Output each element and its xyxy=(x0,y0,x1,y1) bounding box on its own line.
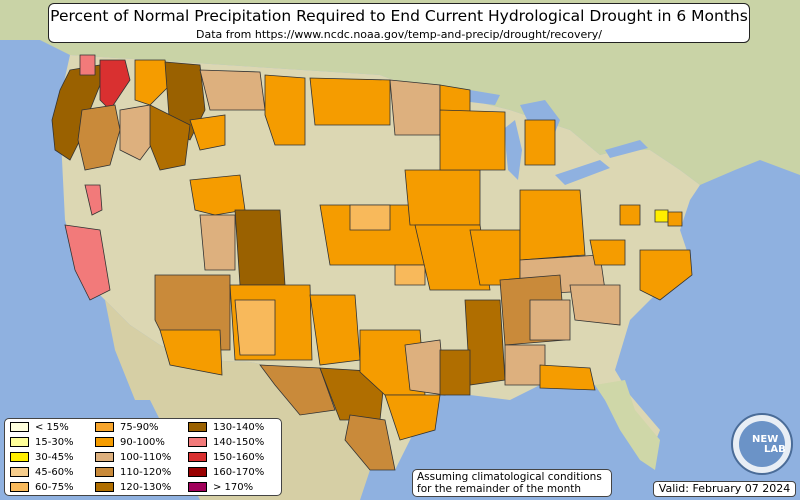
legend-item: 45-60% xyxy=(10,467,74,479)
legend-label: 15-30% xyxy=(35,437,74,448)
legend-swatch xyxy=(188,422,207,432)
legend-label: 140-150% xyxy=(213,437,265,448)
legend: < 15% 15-30% 30-45% 45-60% 60-75% 75-90% 90-10… xyxy=(4,418,282,496)
legend-label: 100-110% xyxy=(120,452,172,463)
legend-item: 75-90% xyxy=(95,422,159,434)
title-box: Percent of Normal Precipitation Required… xyxy=(48,3,750,43)
legend-label: 120-130% xyxy=(120,482,172,493)
legend-swatch xyxy=(95,422,114,432)
legend-item: < 15% xyxy=(10,422,69,434)
note-line-2: for the remainder of the month xyxy=(417,483,582,495)
legend-swatch xyxy=(188,467,207,477)
legend-label: 75-90% xyxy=(120,422,159,433)
legend-item: 120-130% xyxy=(95,482,171,494)
legend-label: 110-120% xyxy=(120,467,172,478)
legend-swatch xyxy=(95,482,114,492)
legend-label: 30-45% xyxy=(35,452,74,463)
legend-label: 90-100% xyxy=(120,437,165,448)
map-subtitle: Data from https://www.ncdc.noaa.gov/temp… xyxy=(196,28,602,41)
legend-swatch xyxy=(95,452,114,462)
legend-swatch xyxy=(188,437,207,447)
legend-swatch xyxy=(10,482,29,492)
note-box: Assuming climatological conditions for t… xyxy=(412,469,612,497)
newlab-logo: NEW LAB xyxy=(731,413,793,475)
logo-text-2: LAB xyxy=(764,444,786,455)
legend-label: 45-60% xyxy=(35,467,74,478)
legend-swatch xyxy=(188,482,207,492)
note-line-1: Assuming climatological conditions xyxy=(417,471,602,483)
legend-item: 160-170% xyxy=(188,467,264,479)
legend-label: 60-75% xyxy=(35,482,74,493)
legend-label: 130-140% xyxy=(213,422,265,433)
legend-swatch xyxy=(95,437,114,447)
legend-label: 160-170% xyxy=(213,467,265,478)
legend-swatch xyxy=(10,452,29,462)
valid-date: Valid: February 07 2024 xyxy=(653,481,796,497)
legend-item: 110-120% xyxy=(95,467,171,479)
legend-item: 100-110% xyxy=(95,452,171,464)
map-title: Percent of Normal Precipitation Required… xyxy=(50,7,748,25)
legend-swatch xyxy=(10,437,29,447)
drought-regions xyxy=(51,54,693,471)
legend-item: 140-150% xyxy=(188,437,264,449)
legend-item: 60-75% xyxy=(10,482,74,494)
legend-swatch xyxy=(10,467,29,477)
legend-item: 90-100% xyxy=(95,437,165,449)
legend-label: 150-160% xyxy=(213,452,265,463)
legend-item: > 170% xyxy=(188,482,253,494)
legend-swatch xyxy=(95,467,114,477)
legend-label: > 170% xyxy=(213,482,254,493)
legend-swatch xyxy=(188,452,207,462)
legend-item: 150-160% xyxy=(188,452,264,464)
logo-text-1: NEW xyxy=(752,434,778,445)
legend-item: 130-140% xyxy=(188,422,264,434)
legend-item: 15-30% xyxy=(10,437,74,449)
legend-item: 30-45% xyxy=(10,452,74,464)
legend-label: < 15% xyxy=(35,422,69,433)
legend-swatch xyxy=(10,422,29,432)
